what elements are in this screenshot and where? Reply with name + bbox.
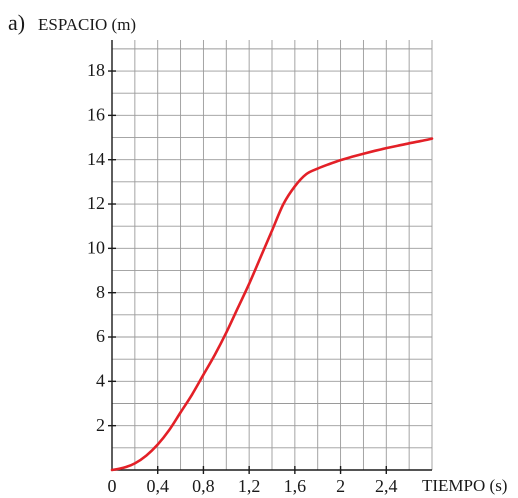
y-axis-label: ESPACIO (m) (38, 15, 136, 34)
x-tick-label: 1,6 (284, 476, 307, 496)
x-axis-label: TIEMPO (s) (422, 476, 507, 495)
series-line (110, 137, 434, 472)
y-tick-label: 10 (87, 237, 105, 257)
grid (112, 40, 433, 470)
x-tick-label: 1,2 (238, 476, 261, 496)
y-tick-label: 6 (96, 326, 105, 346)
x-tick-label: 2,4 (375, 476, 398, 496)
axes (111, 40, 432, 471)
tick-marks (108, 70, 387, 474)
x-tick-label: 0,4 (146, 476, 169, 496)
x-tick-label: 0 (108, 476, 117, 496)
y-tick-label: 2 (96, 415, 105, 435)
y-tick-label: 4 (96, 370, 105, 390)
y-tick-label: 18 (87, 60, 105, 80)
y-tick-label: 12 (87, 193, 105, 213)
panel-label: a) (8, 10, 25, 35)
series-layer (110, 137, 434, 472)
y-tick-label: 14 (87, 149, 105, 169)
y-tick-label: 8 (96, 282, 105, 302)
x-tick-labels: 0 0,4 0,8 1,2 1,6 2 2,4 (108, 476, 398, 496)
x-tick-label: 2 (336, 476, 345, 496)
x-tick-label: 0,8 (192, 476, 215, 496)
y-tick-label: 16 (87, 104, 105, 124)
y-tick-labels: 2 4 6 8 10 12 14 16 18 (87, 60, 105, 435)
